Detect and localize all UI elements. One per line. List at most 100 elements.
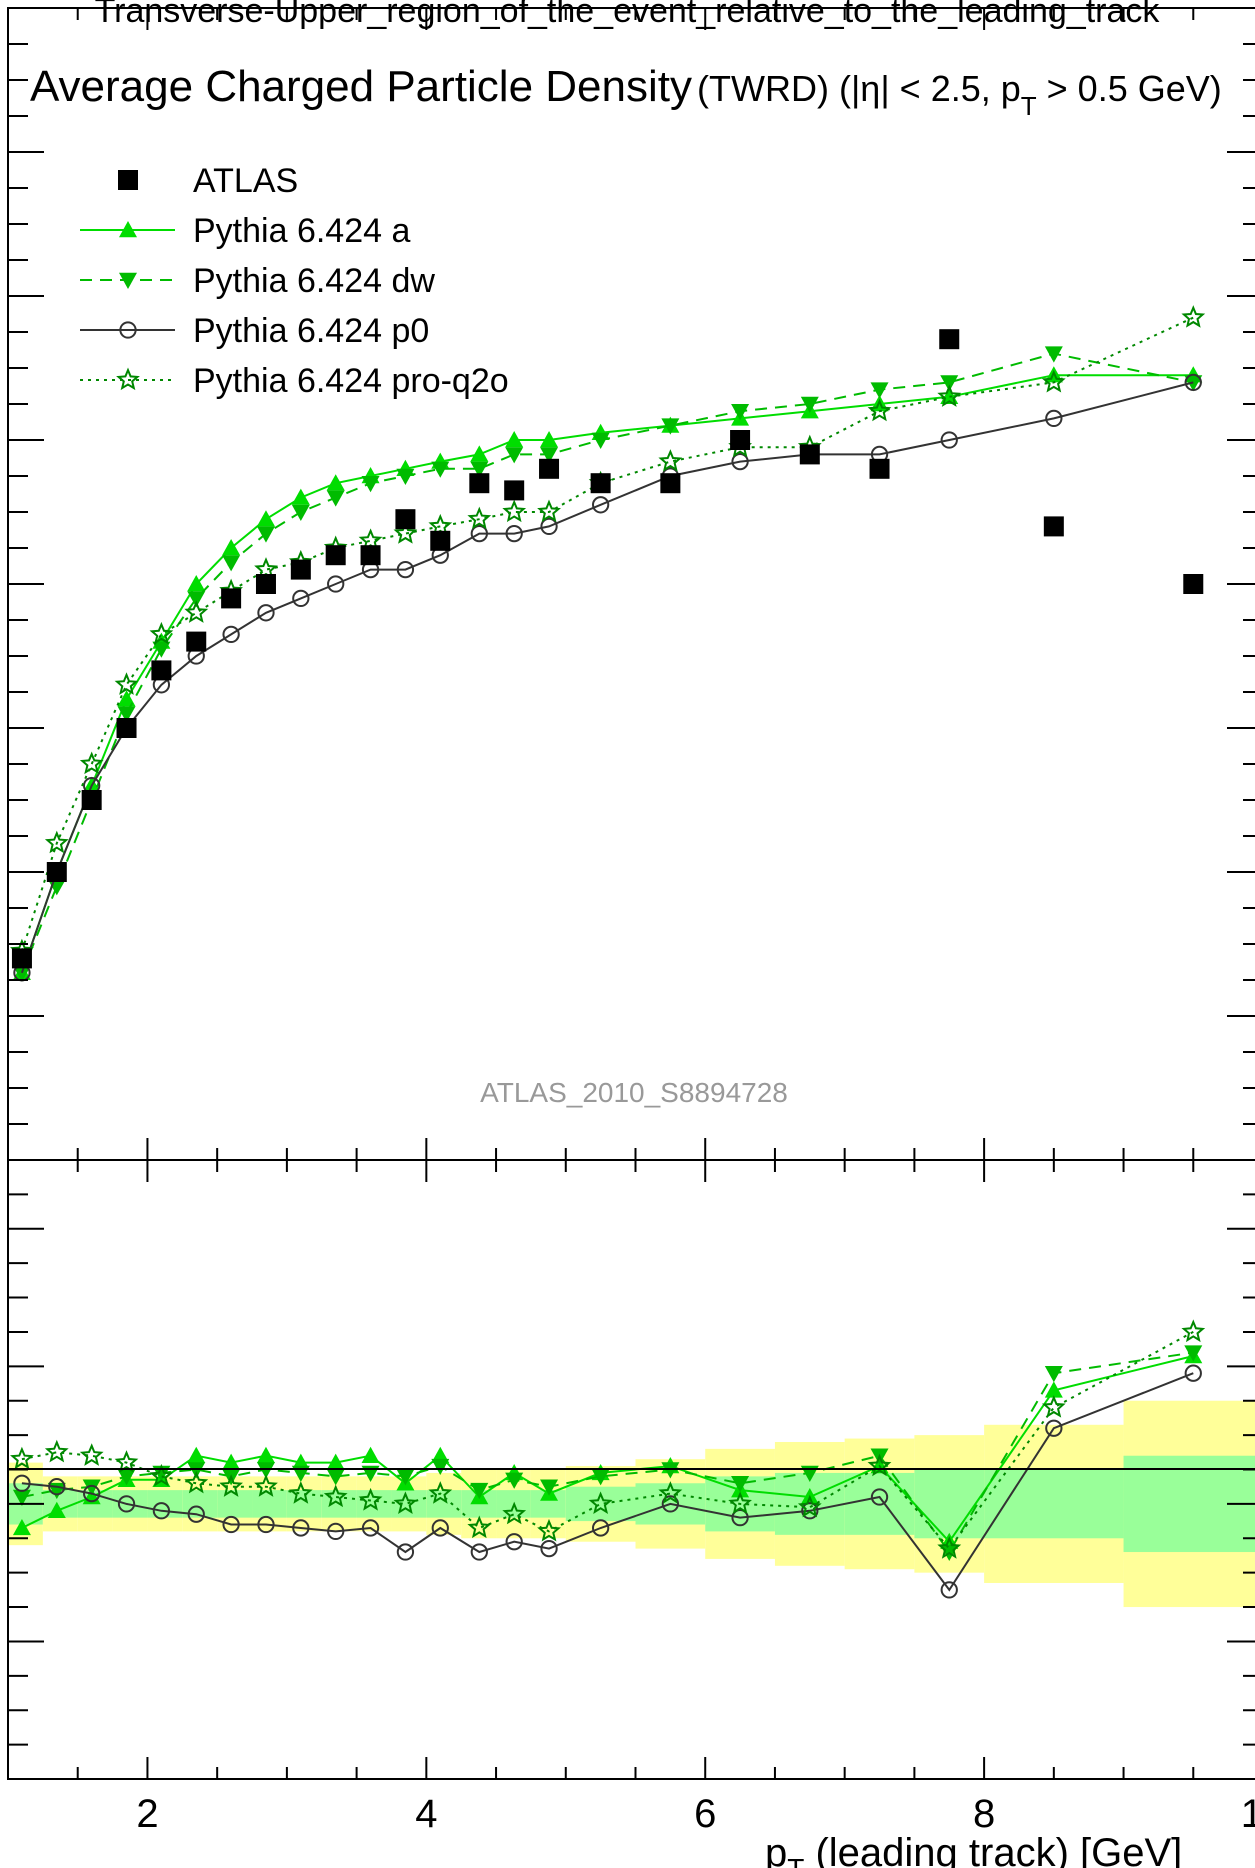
- legend-entry: Pythia 6.424 a: [80, 212, 410, 250]
- mc-point: [292, 589, 310, 608]
- mc-point: [540, 517, 558, 536]
- x-tick-label: 8: [973, 1792, 995, 1836]
- mc-point: [222, 539, 241, 556]
- data-point: [325, 545, 346, 566]
- data-point: [221, 588, 242, 609]
- legend-marker: [119, 321, 137, 339]
- cut-title: Transverse-Upper_region_of_the_event_rel…: [95, 0, 1161, 30]
- data-point: [590, 473, 611, 494]
- mc-point: [502, 499, 527, 523]
- ratio-point: [1044, 1381, 1063, 1398]
- ratio-stat-band: [356, 1490, 392, 1518]
- data-point: [939, 329, 960, 350]
- ratio-point: [431, 1458, 450, 1476]
- ratio-uncertainty-bands: [8, 1400, 1255, 1608]
- mc-point: [1044, 346, 1063, 363]
- mc-point: [257, 604, 275, 622]
- ratio-point: [797, 1494, 822, 1518]
- chart-title-main: Average Charged Particle Density: [30, 62, 692, 111]
- mc-point: [222, 625, 240, 644]
- ratio-point: [257, 1515, 275, 1534]
- legend: ATLAS Pythia 6.424 a Pythia 6.424 dw Pythia…: [80, 162, 509, 400]
- ratio-point: [44, 1439, 69, 1463]
- ratio-stat-band: [914, 1469, 985, 1539]
- legend-label: Pythia 6.424 pro-q2o: [193, 362, 509, 400]
- ratio-point: [254, 1474, 278, 1497]
- main-series-group: [10, 305, 1206, 982]
- ratio-point: [288, 1481, 313, 1504]
- data-point: [360, 545, 381, 566]
- mc-point: [1041, 369, 1066, 393]
- ratio-series-line: [21, 1331, 1194, 1551]
- ratio-point: [117, 1495, 136, 1513]
- cut-title-text: Transverse-Upper_region_of_the_event_rel…: [95, 0, 1161, 30]
- chart-title-cuts-sub: T: [1021, 91, 1037, 121]
- chart-title-cuts-prefix: (|η| < 2.5, p: [839, 68, 1021, 109]
- mc-point: [505, 447, 524, 464]
- data-point: [430, 530, 451, 551]
- mc-point: [540, 431, 559, 448]
- data-point: [1183, 574, 1204, 594]
- mc-series-line: [20, 374, 1194, 974]
- ratio-point: [428, 1481, 453, 1504]
- mc-point: [537, 499, 561, 523]
- ratio-point: [658, 1481, 683, 1504]
- ratio-point: [591, 1519, 610, 1537]
- data-point: [255, 574, 276, 594]
- mc-point: [256, 510, 275, 527]
- mc-point: [12, 965, 31, 982]
- x-tick-label: 4: [415, 1792, 437, 1836]
- ratio-point: [184, 1470, 209, 1494]
- mc-point: [222, 555, 241, 572]
- x-axis-label-sub: T: [787, 1853, 804, 1868]
- ratio-point: [361, 1519, 380, 1537]
- data-point: [1043, 516, 1064, 537]
- ratio-point: [661, 1462, 680, 1479]
- ratio-point: [292, 1519, 310, 1537]
- ratio-point: [83, 1484, 101, 1503]
- data-point: [290, 559, 311, 580]
- ratio-point: [870, 1488, 889, 1506]
- data-point: [660, 473, 681, 494]
- analysis-tag: ATLAS_2010_S8894728: [480, 1077, 788, 1108]
- ratio-point: [588, 1491, 613, 1515]
- chart-title-region: (TWRD): [697, 68, 829, 109]
- mc-point: [467, 506, 492, 530]
- mc-point: [114, 672, 139, 695]
- chart-title: Average Charged Particle Density (TWRD)(…: [30, 62, 1222, 121]
- ratio-point: [396, 1543, 415, 1561]
- ratio-point: [731, 1476, 750, 1493]
- ratio-point: [256, 1446, 275, 1463]
- data-point: [11, 948, 32, 969]
- ratio-point: [537, 1518, 561, 1542]
- legend-marker: [119, 272, 137, 289]
- ratio-point: [470, 1482, 489, 1500]
- mc-series-0: [12, 366, 1203, 980]
- mc-point: [361, 476, 380, 493]
- x-tick-label: 2: [136, 1792, 158, 1836]
- data-series: [11, 329, 1204, 969]
- mc-point: [393, 521, 418, 544]
- mc-series-1: [12, 346, 1203, 982]
- mc-point: [117, 706, 136, 723]
- x-axis-label-suffix: (leading track) [GeV]: [804, 1831, 1182, 1868]
- mc-point: [1184, 373, 1202, 392]
- x-axis-label-prefix: p: [765, 1831, 787, 1868]
- ratio-point: [47, 1501, 66, 1518]
- ratio-stat-band: [252, 1490, 287, 1518]
- ratio-point: [117, 1469, 136, 1486]
- ratio-series-line: [21, 1372, 1194, 1592]
- x-tick-labels: 2 4 6 8 10: [136, 1792, 1255, 1836]
- ratio-series-line: [21, 1351, 1194, 1554]
- mc-point: [591, 432, 610, 449]
- mc-point: [291, 504, 310, 521]
- mc-point: [396, 468, 415, 485]
- mc-point: [326, 474, 345, 491]
- ratio-point: [358, 1487, 383, 1511]
- ratio-point: [1045, 1419, 1063, 1437]
- mc-point: [291, 488, 310, 505]
- mc-point: [800, 396, 819, 413]
- ratio-stat-band: [984, 1469, 1124, 1539]
- x-tick-label: 10: [1241, 1792, 1255, 1836]
- ratio-point: [326, 1469, 345, 1486]
